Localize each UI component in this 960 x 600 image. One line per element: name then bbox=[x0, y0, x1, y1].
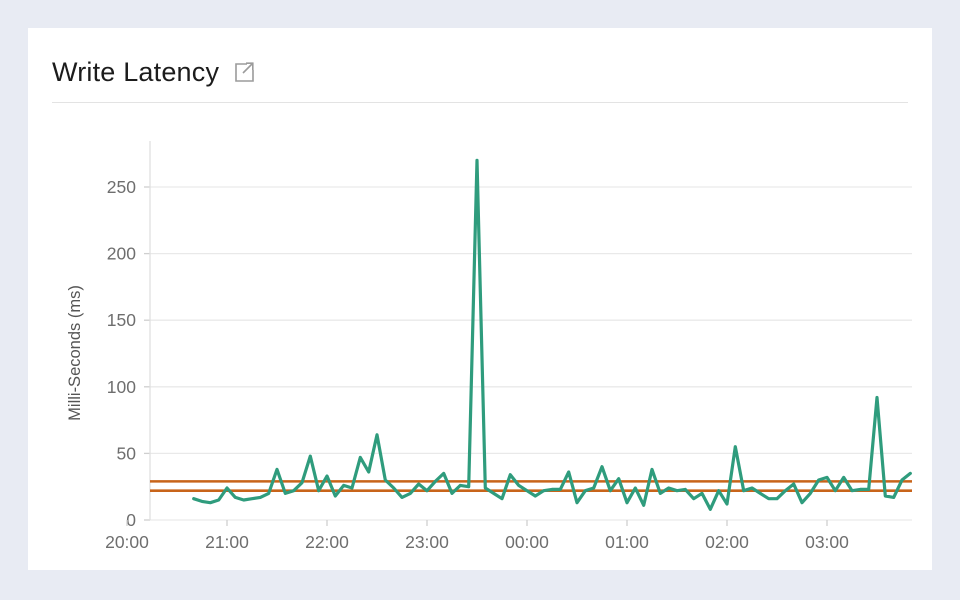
y-tick-label: 0 bbox=[126, 510, 136, 530]
x-tick-label: 03:00 bbox=[805, 532, 849, 552]
y-tick-label: 100 bbox=[107, 377, 136, 397]
x-tick-label: 02:00 bbox=[705, 532, 749, 552]
latency-chart: 0 50 100 150 200 250 20:00 21:00 22:00 23:00 00:00… bbox=[66, 141, 912, 552]
panel-header: Write Latency bbox=[28, 28, 932, 100]
header-divider bbox=[52, 102, 908, 103]
y-axis-title: Milli-Seconds (ms) bbox=[66, 285, 84, 421]
x-tick-label: 00:00 bbox=[505, 532, 549, 552]
x-tick-label: 01:00 bbox=[605, 532, 649, 552]
x-tick-label: 23:00 bbox=[405, 532, 449, 552]
y-tick-label: 50 bbox=[117, 443, 137, 463]
x-tick-label: 22:00 bbox=[305, 532, 349, 552]
x-tick-label: 20:00 bbox=[105, 532, 149, 552]
x-tick-label: 21:00 bbox=[205, 532, 249, 552]
latency-chart-container: 0 50 100 150 200 250 20:00 21:00 22:00 23:00 00:00… bbox=[28, 105, 932, 569]
y-tick-label: 150 bbox=[107, 310, 136, 330]
write-latency-panel: Write Latency 0 50 100 150 200 250 20:00 21:00 2… bbox=[28, 28, 932, 570]
y-tick-label: 250 bbox=[107, 177, 136, 197]
external-link-icon[interactable] bbox=[233, 61, 255, 83]
y-tick-label: 200 bbox=[107, 244, 136, 264]
panel-title: Write Latency bbox=[52, 57, 220, 87]
series-write-latency-ms bbox=[192, 158, 912, 511]
